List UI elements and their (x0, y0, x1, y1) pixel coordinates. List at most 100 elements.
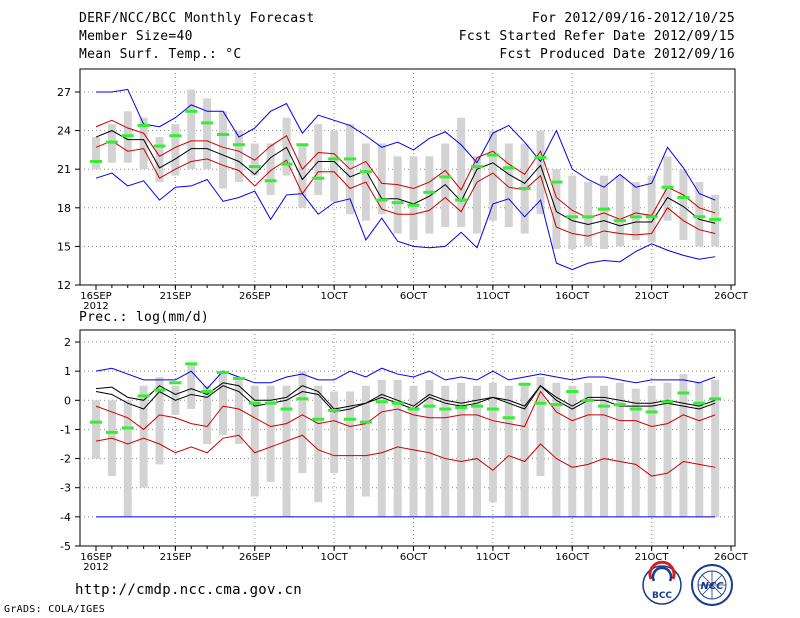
ensemble-box (234, 379, 243, 444)
observed-mark (709, 397, 722, 401)
x-tick-label: 21OCT (635, 291, 670, 302)
ensemble-box (711, 379, 720, 517)
variable-label: Mean Surf. Temp.: °C (79, 47, 242, 62)
ensemble-box (536, 376, 545, 477)
ensemble-box (203, 385, 212, 444)
observed-mark (328, 408, 341, 412)
fcst-produced-date: Fcst Produced Date 2012/09/16 (499, 47, 735, 62)
observed-mark (566, 390, 579, 394)
x-tick-label: 16OCT (555, 552, 590, 563)
observed-mark (153, 388, 166, 392)
bcc-logo: BCC (642, 560, 682, 605)
observed-mark (328, 157, 341, 161)
observed-mark (423, 190, 436, 194)
observed-mark (582, 398, 595, 402)
ensemble-box (330, 391, 339, 474)
observed-mark (201, 390, 214, 394)
series-line-mean (95, 130, 716, 227)
ensemble-box (663, 382, 672, 517)
observed-mark (502, 166, 515, 170)
x-tick-label: 26SEP (239, 291, 270, 302)
y-tick-label: 21 (57, 163, 71, 176)
x-tick-label: 6OCT (400, 552, 428, 563)
observed-mark (661, 185, 674, 189)
bcc-logo-text: BCC (652, 591, 672, 601)
fcst-started-date: Fcst Started Refer Date 2012/09/15 (458, 29, 735, 44)
ensemble-box (187, 362, 196, 410)
grads-credit: GrADS: COLA/IGES (4, 604, 106, 615)
ensemble-box (473, 156, 482, 234)
ensemble-box (298, 371, 307, 474)
series-line-max (95, 367, 716, 390)
observed-mark (105, 430, 118, 434)
observed-mark (344, 417, 357, 421)
ensemble-box (488, 130, 497, 221)
observed-mark (137, 123, 150, 127)
observed-mark (550, 403, 563, 407)
observed-mark (137, 394, 150, 398)
observed-mark (439, 175, 452, 179)
ensemble-box (266, 143, 275, 195)
observed-mark (407, 203, 420, 207)
member-size: Member Size=40 (79, 29, 193, 44)
observed-mark (153, 144, 166, 148)
observed-mark (629, 407, 642, 411)
plot-frame (79, 329, 736, 547)
y-tick-label: 15 (57, 240, 71, 253)
observed-mark (534, 401, 547, 405)
ensemble-box (314, 385, 323, 503)
x-tick-label: 1OCT (320, 552, 348, 563)
ensemble-box (139, 117, 148, 170)
observed-mark (217, 132, 230, 136)
observed-mark (471, 165, 484, 169)
observed-mark (169, 381, 182, 385)
ensemble-box (171, 124, 180, 176)
observed-mark (629, 215, 642, 219)
ensemble-box (695, 182, 704, 247)
y-tick-label: -5 (60, 540, 71, 553)
ensemble-box (155, 137, 164, 183)
observed-mark (248, 401, 261, 405)
ensemble-box (409, 156, 418, 240)
ensemble-box (155, 376, 164, 465)
observed-mark (90, 420, 102, 424)
y-tick-label: 18 (57, 202, 71, 215)
y-tick-label: -4 (60, 511, 71, 524)
observed-mark (121, 426, 134, 430)
ensemble-box (219, 111, 228, 189)
forecast-period: For 2012/09/16-2012/10/25 (531, 11, 735, 26)
observed-mark (598, 207, 611, 211)
y-tick-label: 1 (64, 365, 71, 378)
ensemble-box (647, 385, 656, 517)
observed-mark (169, 134, 182, 138)
observed-mark (264, 401, 277, 405)
ensemble-box (266, 385, 275, 482)
x-tick-label: 16SEP (80, 552, 111, 563)
ensemble-box (584, 182, 593, 247)
observed-mark (502, 416, 515, 420)
observed-mark (359, 420, 372, 424)
observed-mark (661, 400, 674, 404)
observed-mark (105, 140, 118, 144)
ensemble-box (123, 400, 132, 517)
observed-mark (232, 143, 245, 147)
observed-mark (645, 215, 658, 219)
x-tick-label: 16OCT (555, 291, 590, 302)
ensemble-box (520, 382, 529, 517)
series-line-lower (95, 140, 716, 237)
temperature-panel: 12 15 18 21 24 27 16SEP 21SEP 26SEP 1OCT 6OCT 11OCT… (57, 68, 749, 312)
ensemble-box (298, 146, 307, 208)
chart-title: DERF/NCC/BCC Monthly Forecast (79, 11, 315, 26)
x-tick-year: 2012 (83, 562, 108, 573)
ensemble-box (139, 385, 148, 488)
ensemble-box (425, 379, 434, 517)
ensemble-box (647, 175, 656, 243)
x-tick-label: 21SEP (160, 552, 191, 563)
observed-mark (598, 404, 611, 408)
ensemble-box (615, 382, 624, 517)
observed-mark (344, 157, 357, 161)
observed-mark (90, 159, 102, 163)
ensemble-box (615, 175, 624, 247)
ensemble-box (92, 137, 100, 170)
x-tick-label: 21SEP (160, 291, 191, 302)
